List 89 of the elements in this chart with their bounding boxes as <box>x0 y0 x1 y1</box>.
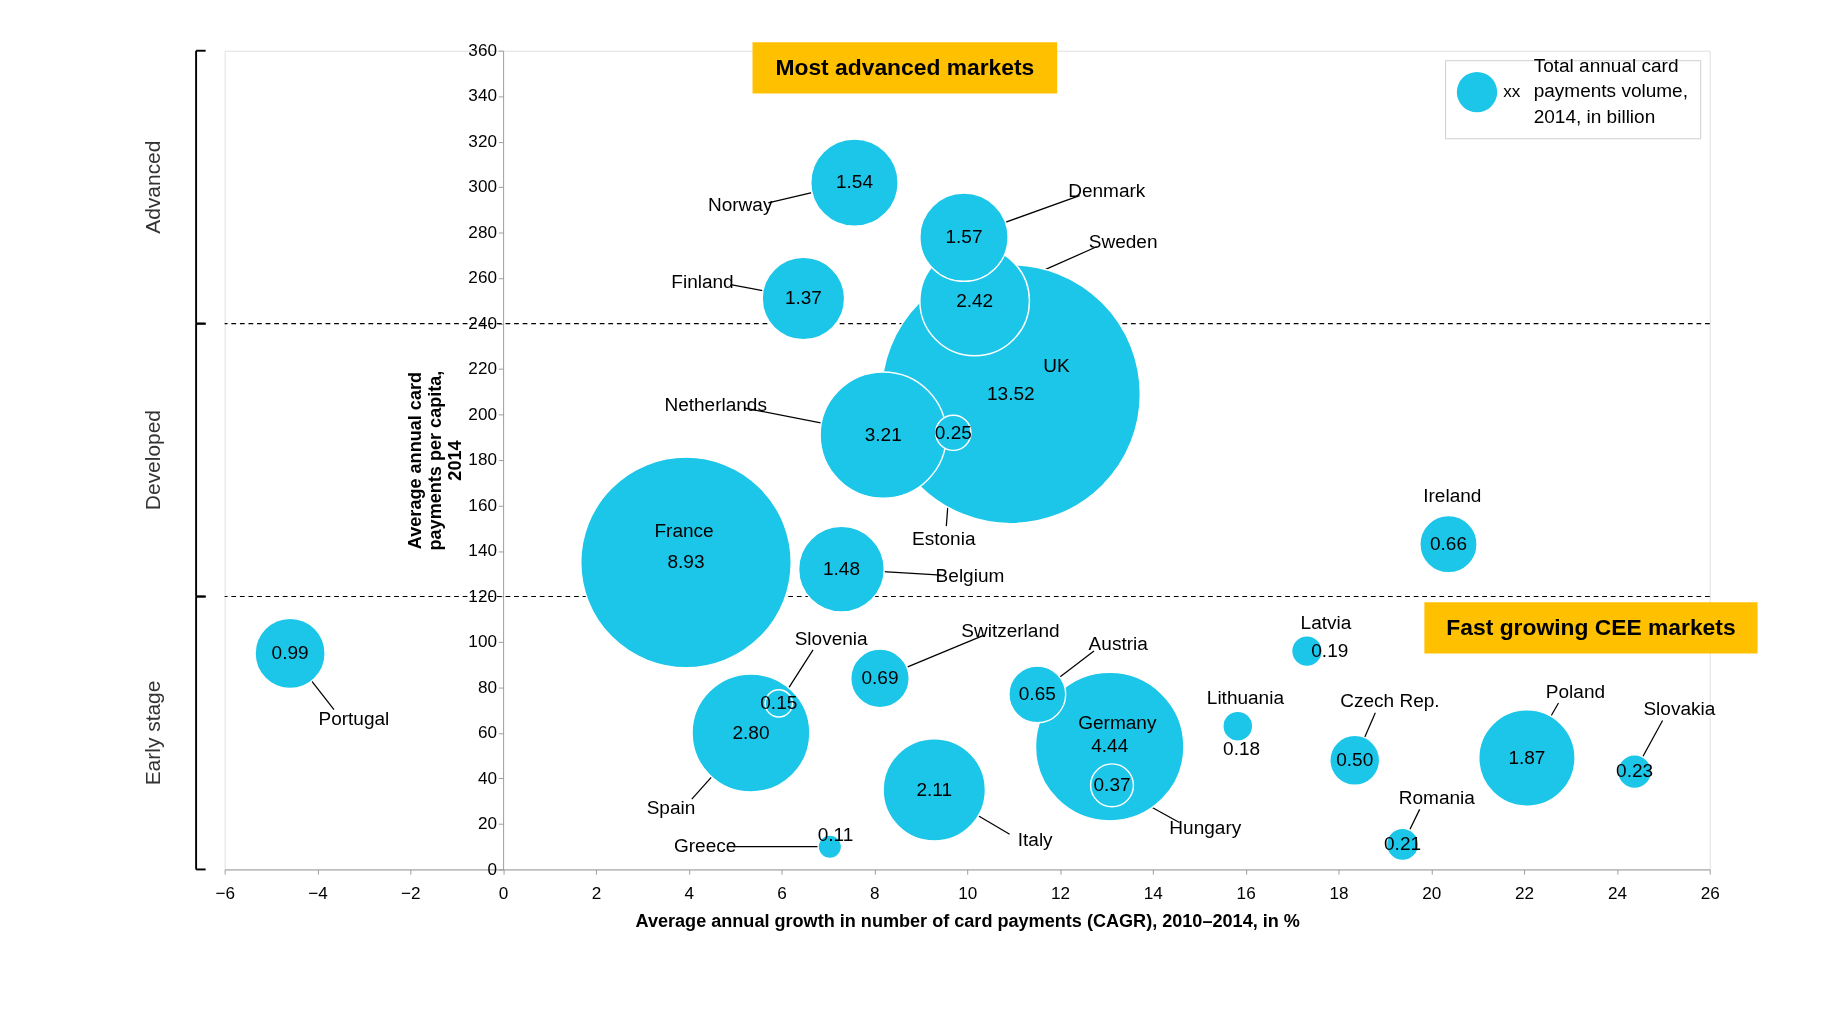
annotation: Estonia <box>912 528 976 550</box>
data-label: 0.99 <box>271 642 309 664</box>
x-tick-label: 2 <box>591 883 602 904</box>
y-tick-label: 120 <box>468 585 497 606</box>
data-label: 4.44 <box>1091 735 1129 757</box>
data-label: 8.93 <box>667 551 705 573</box>
text: Developed <box>140 410 164 511</box>
y-tick-label: 160 <box>468 494 497 515</box>
x-axis-title: Average annual growth in number of card payments (CAGR), 2010–2014, in % <box>635 911 1300 932</box>
y-tick-label: 240 <box>468 312 497 333</box>
annotation: Hungary <box>1169 816 1242 838</box>
x-tick-label: 6 <box>777 883 787 904</box>
annotation: Romania <box>1398 787 1476 809</box>
y-tick-label: 140 <box>468 540 497 561</box>
annotation: Greece <box>673 835 737 857</box>
data-label: 2.11 <box>916 778 953 800</box>
annotation: Lithuania <box>1206 687 1285 709</box>
x-tick-label: 4 <box>684 883 695 904</box>
legend-title: Total annual card payments volume, 2014, in billion <box>1533 54 1688 128</box>
x-tick-label: −4 <box>308 883 329 904</box>
x-tick-label: 8 <box>870 883 880 904</box>
x-tick-label: 18 <box>1329 883 1349 904</box>
y-tick-label: 40 <box>477 767 497 788</box>
y-tick-label: 260 <box>468 267 497 288</box>
annotation: Slovenia <box>794 628 869 650</box>
y-tick-label: 360 <box>468 39 497 60</box>
text: Early stage <box>140 680 164 786</box>
data-label: 1.57 <box>945 225 983 247</box>
annotation: Austria <box>1088 632 1149 654</box>
x-tick-label: 14 <box>1143 883 1164 904</box>
y-tick-label: 60 <box>477 722 497 743</box>
data-label: 0.37 <box>1093 774 1131 795</box>
data-label: 3.21 <box>864 423 902 445</box>
data-label: 0.65 <box>1018 683 1056 705</box>
y-tick-label: 180 <box>468 449 497 470</box>
annotation: Spain <box>646 796 696 818</box>
annotation: Slovakia <box>1643 698 1716 720</box>
y-tick-label: 300 <box>468 176 497 197</box>
y-tick-label: 340 <box>468 85 497 106</box>
y-tick-label: 0 <box>487 858 497 879</box>
annotation: Czech Rep. <box>1340 689 1440 711</box>
y-axis-title: Average annual card payments per capita, 2014 <box>404 370 465 551</box>
y-tick-label: 320 <box>468 130 497 151</box>
data-label: 0.11 <box>817 823 854 845</box>
x-tick-label: 26 <box>1700 883 1720 904</box>
annotation: Sweden <box>1088 230 1158 252</box>
annotation: Ireland <box>1423 485 1482 507</box>
y-tick-label: 20 <box>477 813 497 834</box>
annotation: Norway <box>707 194 773 216</box>
annotation: UK <box>1043 355 1071 377</box>
legend-label: xx <box>1503 80 1521 101</box>
data-label: 1.48 <box>822 557 860 579</box>
data-label: 1.54 <box>835 171 874 193</box>
data-label: 13.52 <box>987 382 1035 404</box>
data-label: 0.69 <box>861 667 899 689</box>
annotation: Netherlands <box>664 394 767 416</box>
x-tick-label: 20 <box>1422 883 1442 904</box>
x-tick-label: 12 <box>1050 883 1071 904</box>
annotation: Most advanced markets <box>775 53 1035 80</box>
data-label: 0.50 <box>1336 748 1374 770</box>
annotation: Portugal <box>318 707 390 729</box>
y-tick-label: 200 <box>468 403 497 424</box>
x-tick-label: 16 <box>1236 883 1256 904</box>
annotation: Denmark <box>1068 180 1146 202</box>
annotation: Finland <box>671 271 734 293</box>
data-label: 2.80 <box>732 721 770 743</box>
annotation: Belgium <box>935 564 1005 586</box>
x-tick-label: 22 <box>1515 883 1535 904</box>
annotation: Italy <box>1017 829 1054 851</box>
x-tick-label: −6 <box>215 883 235 904</box>
data-label: 0.18 <box>1223 737 1261 759</box>
y-tick-label: 280 <box>468 221 497 242</box>
data-label: 1.37 <box>784 287 822 309</box>
annotation: Switzerland <box>961 619 1060 641</box>
annotation: Poland <box>1545 681 1606 703</box>
x-tick-label: 24 <box>1607 883 1628 904</box>
data-label: 0.66 <box>1429 532 1467 554</box>
annotation: Latvia <box>1300 612 1352 634</box>
y-tick-label: 220 <box>468 358 497 379</box>
y-tick-label: 80 <box>477 676 497 697</box>
y-tick-label: 100 <box>468 631 497 652</box>
x-tick-label: 10 <box>958 883 978 904</box>
annotation: Germany <box>1078 712 1157 734</box>
x-tick-label: −2 <box>401 883 421 904</box>
text: Advanced <box>140 140 164 234</box>
data-label: 2.42 <box>956 289 994 311</box>
annotation: France <box>654 519 714 541</box>
data-label: 1.87 <box>1508 746 1546 768</box>
annotation: Fast growing CEE markets <box>1446 613 1736 640</box>
